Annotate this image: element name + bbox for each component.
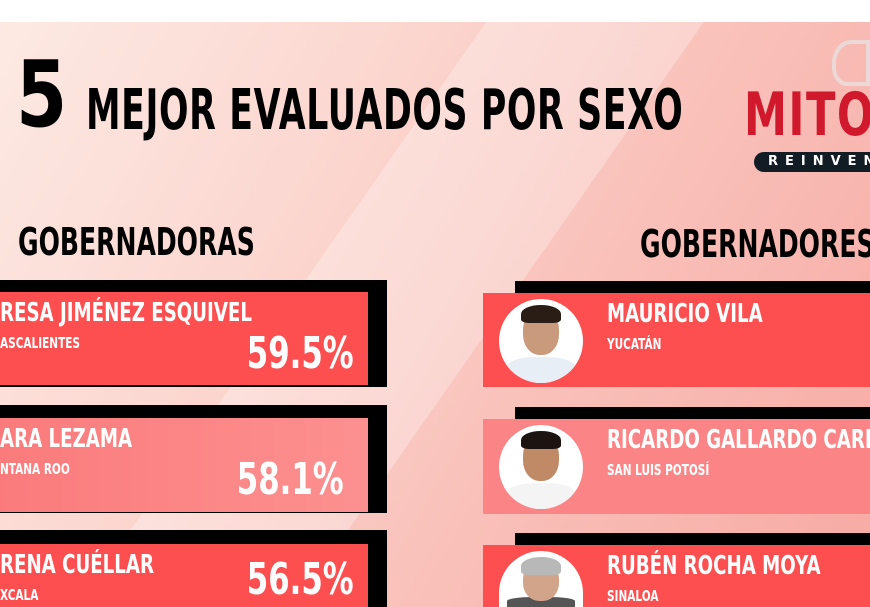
men-heading: GOBERNADORES — [640, 222, 870, 266]
logo-flower-icon — [832, 40, 870, 86]
logo-tagline: REINVENTI — [768, 154, 870, 169]
woman-name: RESA JIMÉNEZ ESQUIVEL — [0, 298, 252, 328]
man-card-2: RICARDO GALLARDO CARDONA SAN LUIS POTOSÍ — [483, 419, 870, 514]
woman-card-2: ARA LEZAMA NTANA ROO 58.1% — [0, 418, 368, 512]
avatar — [499, 299, 583, 383]
woman-pct: 58.1% — [237, 454, 344, 505]
man-state: SAN LUIS POTOSÍ — [607, 461, 710, 479]
woman-name: ARA LEZAMA — [0, 424, 133, 454]
women-heading: GOBERNADORAS — [18, 220, 255, 264]
man-card-1: MAURICIO VILA YUCATÁN — [483, 293, 870, 387]
man-name: RICARDO GALLARDO CARDONA — [607, 425, 870, 455]
man-state: SINALOA — [607, 587, 659, 605]
avatar — [499, 551, 583, 607]
woman-state: XCALA — [0, 586, 39, 604]
woman-card-3: RENA CUÉLLAR XCALA 56.5% — [0, 544, 368, 607]
man-state: YUCATÁN — [607, 335, 662, 353]
woman-name: RENA CUÉLLAR — [0, 550, 154, 580]
logo-tagline-pill: REINVENTI — [754, 152, 870, 172]
title-number: 5 — [16, 41, 68, 148]
man-name: MAURICIO VILA — [607, 299, 763, 329]
woman-state: ASCALIENTES — [0, 334, 80, 352]
woman-pct: 56.5% — [247, 554, 354, 605]
logo: MITO — [744, 80, 870, 150]
man-card-3: RUBÉN ROCHA MOYA SINALOA — [483, 545, 870, 607]
page-title: MEJOR EVALUADOS POR SEXO — [86, 78, 684, 143]
woman-pct: 59.5% — [247, 328, 354, 379]
woman-card-1: RESA JIMÉNEZ ESQUIVEL ASCALIENTES 59.5% — [0, 292, 368, 385]
woman-state: NTANA ROO — [0, 460, 70, 478]
avatar — [499, 425, 583, 509]
man-name: RUBÉN ROCHA MOYA — [607, 551, 821, 581]
